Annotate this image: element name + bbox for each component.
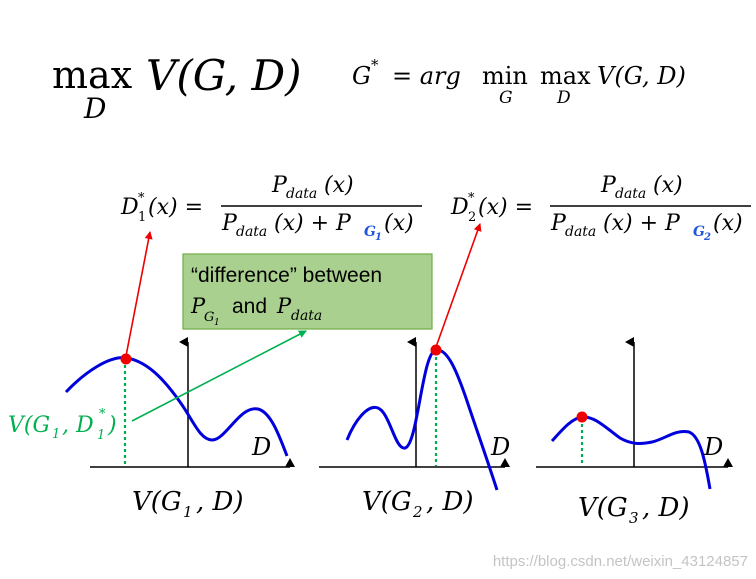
plot-2-axis-label: D <box>490 433 510 461</box>
d1-optimal-formula: D * 1 (x) = P data (x) P data (x) + P G … <box>120 173 422 243</box>
d1-denominator-p: P <box>221 211 238 236</box>
plot-3-caption: V(G <box>578 493 628 523</box>
min-operator: min <box>482 62 528 90</box>
callout-p2-sub: data <box>291 308 322 324</box>
d2-denominator-g: G <box>693 224 705 240</box>
g-star-formula: G * = arg min G max D V(G, D) <box>352 56 686 108</box>
d2-denominator-p: P <box>550 211 567 236</box>
d2-denominator-data: data <box>565 224 596 240</box>
callout-p: P <box>190 294 206 318</box>
plot-3-caption-end: , D) <box>642 493 690 523</box>
plot-2-caption-sub: 2 <box>412 503 423 521</box>
d1-subscript: 1 <box>138 210 146 225</box>
d1-numerator: P <box>271 173 288 198</box>
d2-optimal-formula: D * 2 (x) = P data (x) P data (x) + P G … <box>450 173 751 243</box>
plot-3-caption-sub: 3 <box>629 509 639 527</box>
max-subscript: D <box>83 92 106 125</box>
plot-1-axis-label: D <box>251 433 271 461</box>
difference-callout: “difference” between P G 1 and P data <box>182 253 433 330</box>
plot-3-max-point <box>576 411 588 423</box>
d1-argument: (x) = <box>148 195 203 220</box>
annotation-end: ) <box>107 413 117 438</box>
annotation-d-sub: 1 <box>97 428 105 443</box>
watermark: https://blog.csdn.net/weixin_43124857 <box>493 553 748 570</box>
plot-1: D V(G 1 , D) <box>64 337 295 521</box>
max-subscript-2: D <box>556 88 571 108</box>
annotation-mid: , D <box>62 413 94 438</box>
d1-denominator-mid: (x) + P <box>274 211 352 236</box>
plot-1-max-point <box>120 353 132 365</box>
g-star-body: V(G, D) <box>597 62 686 90</box>
d2-denominator-mid: (x) + P <box>603 211 681 236</box>
d1-superscript: * <box>138 191 145 206</box>
d1-numerator-sub: data <box>286 186 317 202</box>
d2-denominator-end: (x) <box>713 211 743 236</box>
plot-2-max-point <box>430 344 442 356</box>
d2-numerator: P <box>600 173 617 198</box>
arrow-to-callout <box>131 330 307 422</box>
plot-3-axis-label: D <box>703 433 723 461</box>
max-operator: max <box>52 53 132 97</box>
plot-1-curve <box>64 356 289 457</box>
max-operator-2: max <box>540 62 591 90</box>
plot-1-caption-sub: 1 <box>183 503 193 521</box>
plot-1-caption-end: , D) <box>196 487 244 517</box>
plot-3: D V(G 3 , D) <box>536 337 733 527</box>
annotation-g-sub: 1 <box>52 427 60 442</box>
plot-2-caption-end: , D) <box>426 487 474 517</box>
callout-p2: P <box>276 294 292 318</box>
d1-denominator-end: (x) <box>384 211 414 236</box>
d2-numerator-sub: data <box>615 186 646 202</box>
d2-subscript: 2 <box>468 210 476 225</box>
plot-2-curve <box>345 348 499 491</box>
d2-symbol: D <box>450 195 469 220</box>
arg-text: = arg <box>392 62 461 90</box>
max-v-formula: max D V(G, D) <box>52 51 302 125</box>
callout-p-sub: G <box>204 310 214 325</box>
arrow-to-d2 <box>435 223 482 348</box>
d1-denominator-g-index: 1 <box>375 232 382 243</box>
annotation-d-sup: * <box>99 407 106 422</box>
plot-2-caption: V(G <box>362 487 412 517</box>
d2-superscript: * <box>468 191 475 206</box>
plot-1-caption: V(G <box>132 487 182 517</box>
plot-3-curve <box>550 415 712 490</box>
arrow-to-d1 <box>125 231 153 357</box>
callout-p-subsub: 1 <box>214 318 220 328</box>
d1-numerator-arg: (x) <box>324 173 354 198</box>
d1-symbol: D <box>120 195 139 220</box>
d2-argument: (x) = <box>478 195 533 220</box>
annotation-v: V(G <box>8 413 50 438</box>
callout-and: and <box>232 295 267 318</box>
d2-numerator-arg: (x) <box>653 173 683 198</box>
max-body: V(G, D) <box>146 51 302 100</box>
min-subscript: G <box>499 88 513 108</box>
d1-denominator-data: data <box>236 224 267 240</box>
callout-box <box>182 253 433 330</box>
v-g1-d1-annotation: V(G 1 , D * 1 ) <box>8 407 117 443</box>
g-star-superscript: * <box>371 56 379 74</box>
d1-denominator-g: G <box>364 224 376 240</box>
callout-line-1: “difference” between <box>191 264 382 287</box>
plot-2: D V(G 2 , D) <box>319 337 510 521</box>
d2-denominator-g-index: 2 <box>703 232 711 243</box>
g-star-symbol: G <box>352 62 371 90</box>
